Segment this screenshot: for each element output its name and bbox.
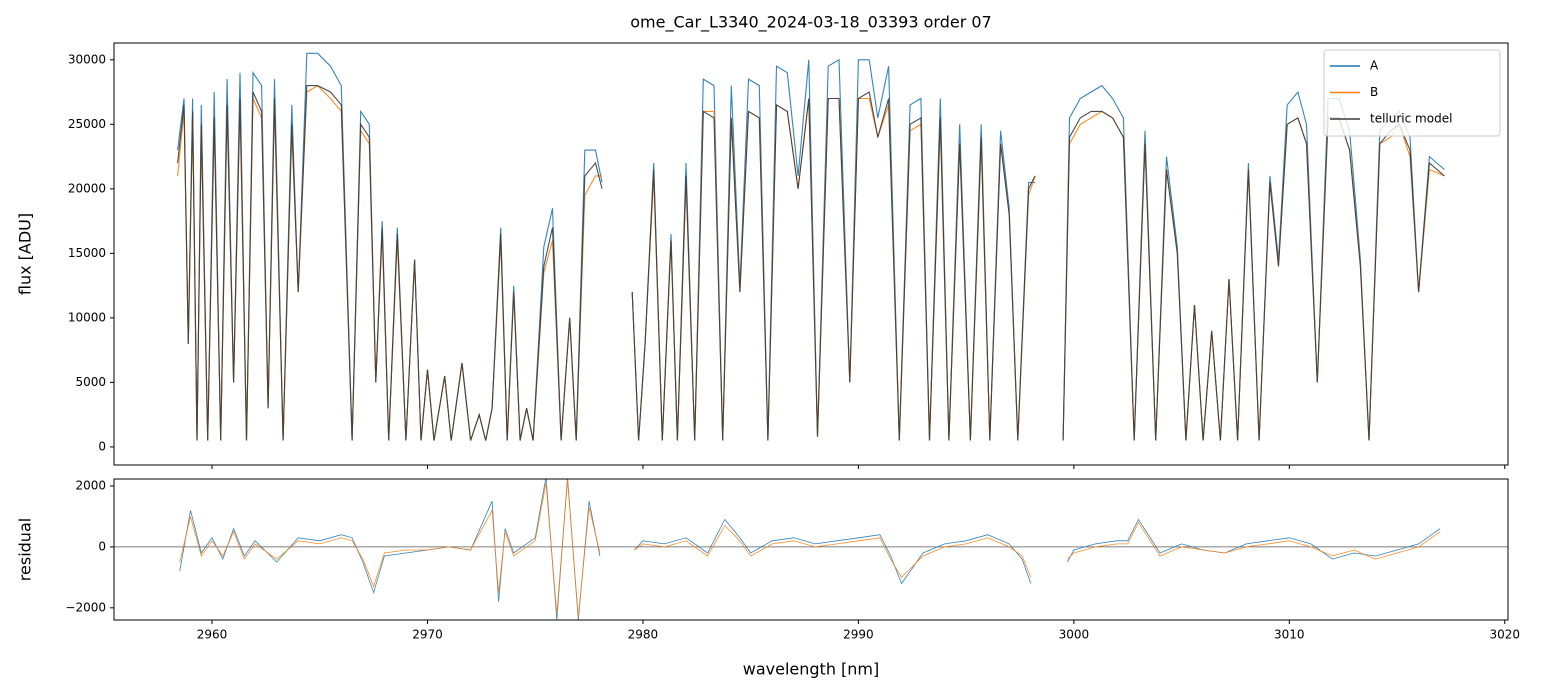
series-line (177, 52, 1445, 441)
axes-frame (113, 42, 1509, 466)
y-tick-label: 5000 (75, 375, 106, 389)
y-tick-label: 2000 (75, 479, 106, 493)
series-line (179, 479, 1441, 620)
x-tick-label: 3000 (1059, 628, 1090, 642)
x-axis-label: wavelength [nm] (743, 660, 880, 679)
y-axis-label: residual (16, 518, 35, 581)
y-axis-label: flux [ADU] (16, 213, 35, 295)
y-tick-label: 0 (98, 539, 106, 553)
legend-label: B (1370, 85, 1378, 99)
x-tick-label: 2980 (628, 628, 659, 642)
legend-box (1323, 49, 1501, 137)
axes-frame (113, 478, 1509, 621)
y-tick-label: 10000 (68, 310, 106, 324)
chart-title: ome_Car_L3340_2024-03-18_03393 order 07 (630, 13, 991, 33)
y-tick-label: 0 (98, 439, 106, 453)
legend-label: telluric model (1370, 112, 1452, 126)
x-tick-label: 3020 (1489, 628, 1520, 642)
x-tick-label: 2990 (843, 628, 874, 642)
y-tick-label: −2000 (65, 600, 106, 614)
y-tick-label: 20000 (68, 181, 106, 195)
x-tick-label: 3010 (1274, 628, 1305, 642)
plot-area (114, 479, 1508, 620)
series-line (179, 479, 1441, 618)
x-tick-label: 2960 (197, 628, 228, 642)
legend-label: A (1370, 59, 1379, 73)
y-tick-label: 15000 (68, 246, 106, 260)
y-tick-label: 25000 (68, 117, 106, 131)
x-tick-label: 2970 (412, 628, 443, 642)
plot-area (177, 52, 1445, 441)
series-line (177, 85, 1445, 441)
y-tick-label: 30000 (68, 52, 106, 66)
